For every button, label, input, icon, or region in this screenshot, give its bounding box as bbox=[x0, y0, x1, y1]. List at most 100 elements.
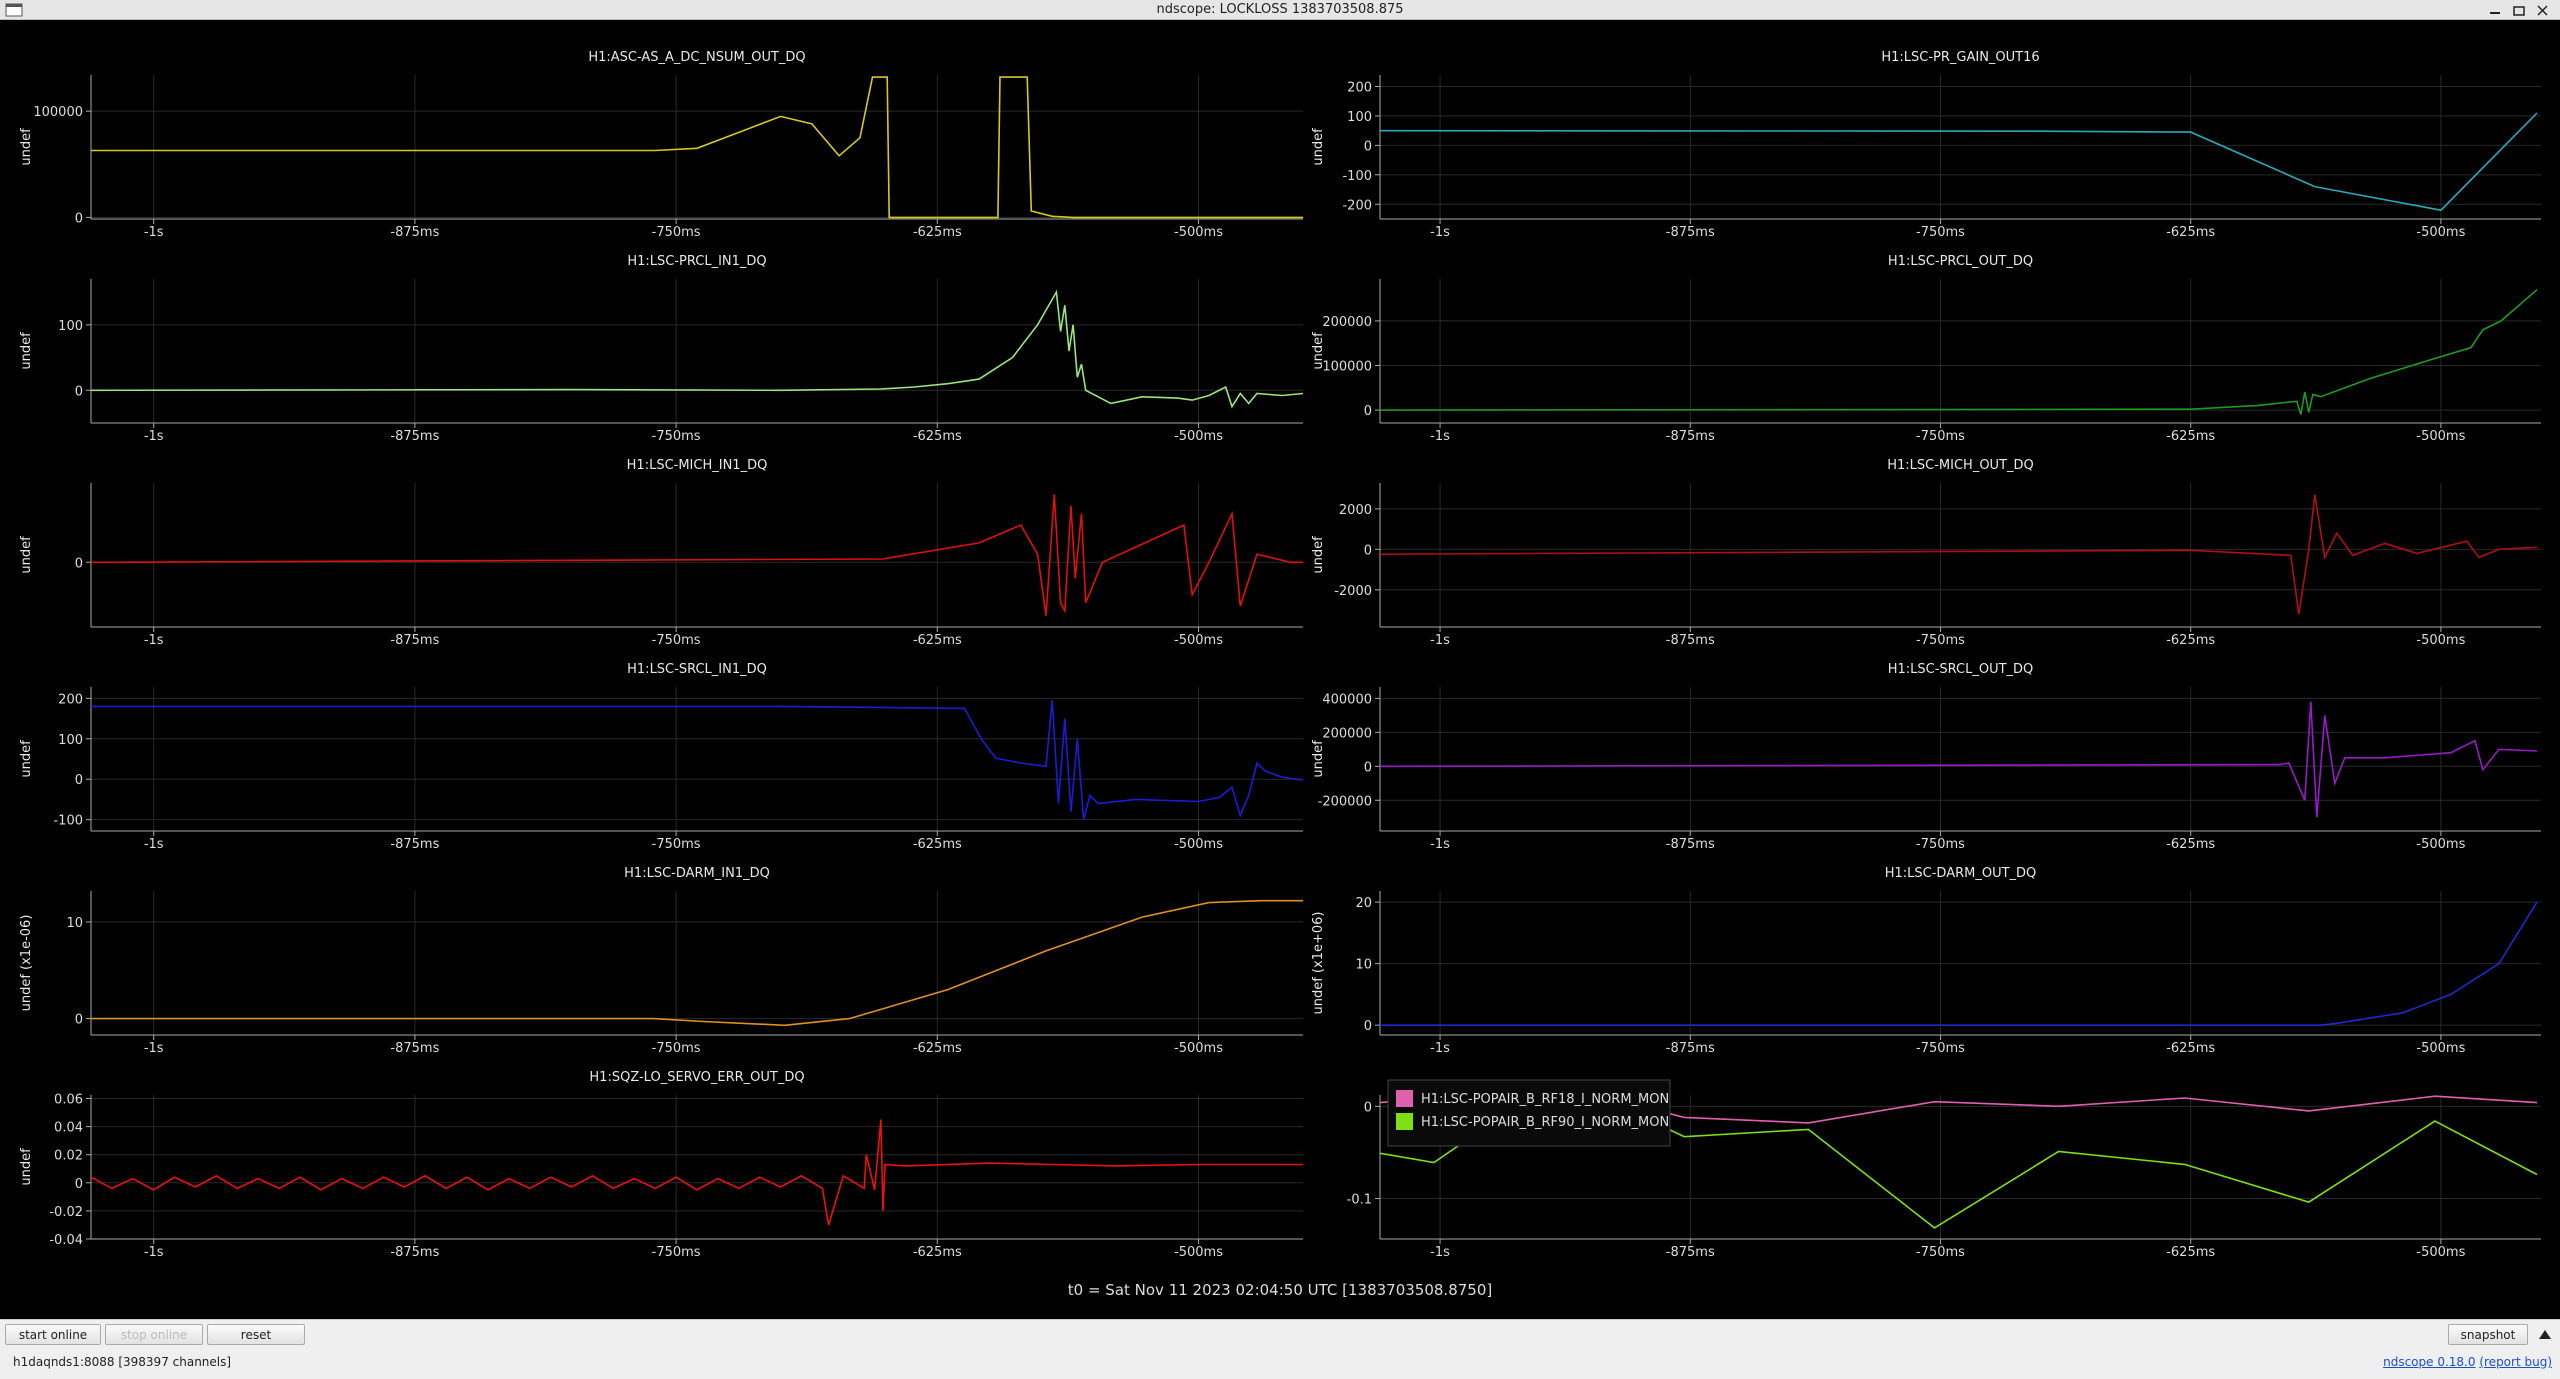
x-tick-label: -750ms bbox=[1916, 429, 1965, 444]
expand-arrow[interactable] bbox=[2538, 1328, 2552, 1340]
x-tick-label: -750ms bbox=[1916, 837, 1965, 852]
start-online-button[interactable]: start online bbox=[5, 1324, 101, 1345]
legend-label: H1:LSC-POPAIR_B_RF18_I_NORM_MON bbox=[1421, 1092, 1669, 1107]
y-tick-label: -100 bbox=[1342, 169, 1372, 184]
y-tick-label: -0.1 bbox=[1347, 1192, 1372, 1207]
y-tick-label: 0 bbox=[1364, 404, 1372, 419]
x-tick-label: -1s bbox=[144, 225, 164, 240]
plot-title: H1:LSC-DARM_IN1_DQ bbox=[624, 866, 770, 881]
x-tick-label: -875ms bbox=[1666, 633, 1715, 648]
y-tick-label: -200000 bbox=[1318, 794, 1372, 809]
plot-title: H1:LSC-MICH_IN1_DQ bbox=[627, 458, 768, 473]
x-tick-label: -875ms bbox=[390, 1041, 439, 1056]
x-tick-label: -750ms bbox=[1916, 1245, 1965, 1260]
y-tick-label: 10 bbox=[1355, 958, 1372, 973]
y-axis-label: undef bbox=[1311, 128, 1326, 166]
y-tick-label: 100 bbox=[58, 319, 83, 334]
plot-title: H1:ASC-AS_A_DC_NSUM_OUT_DQ bbox=[588, 50, 805, 65]
version-link[interactable]: ndscope 0.18.0 bbox=[2383, 1355, 2476, 1369]
x-tick-label: -1s bbox=[144, 1041, 164, 1056]
x-tick-label: -625ms bbox=[2166, 1041, 2215, 1056]
y-tick-label: -100 bbox=[53, 814, 83, 829]
plot-title: H1:LSC-SRCL_IN1_DQ bbox=[627, 662, 767, 677]
reset-button[interactable]: reset bbox=[207, 1324, 305, 1345]
y-tick-label: 200000 bbox=[1322, 315, 1372, 330]
snapshot-button[interactable]: snapshot bbox=[2448, 1324, 2528, 1345]
y-tick-label: 0 bbox=[1364, 139, 1372, 154]
x-tick-label: -500ms bbox=[2416, 429, 2465, 444]
x-tick-label: -625ms bbox=[2166, 225, 2215, 240]
x-tick-label: -750ms bbox=[652, 837, 701, 852]
series-line bbox=[1380, 701, 2538, 818]
y-tick-label: 0 bbox=[1364, 760, 1372, 775]
x-tick-label: -625ms bbox=[913, 429, 962, 444]
y-tick-label: 0 bbox=[75, 773, 83, 788]
x-tick-label: -875ms bbox=[1666, 837, 1715, 852]
y-tick-label: 200 bbox=[58, 692, 83, 707]
x-tick-label: -500ms bbox=[1174, 1041, 1223, 1056]
x-tick-label: -500ms bbox=[1174, 837, 1223, 852]
plot-title: H1:LSC-PRCL_OUT_DQ bbox=[1888, 254, 2033, 269]
series-line bbox=[91, 700, 1303, 820]
x-tick-label: -500ms bbox=[1174, 225, 1223, 240]
x-tick-label: -875ms bbox=[390, 1245, 439, 1260]
legend-label: H1:LSC-POPAIR_B_RF90_I_NORM_MON bbox=[1421, 1115, 1669, 1130]
x-tick-label: -875ms bbox=[1666, 1041, 1715, 1056]
x-tick-label: -875ms bbox=[1666, 225, 1715, 240]
x-tick-label: -625ms bbox=[2166, 429, 2215, 444]
t0-label: t0 = Sat Nov 11 2023 02:04:50 UTC [13837… bbox=[1068, 1281, 1492, 1299]
title-bar: ndscope: LOCKLOSS 1383703508.875 bbox=[0, 0, 2560, 20]
series-line bbox=[1380, 901, 2538, 1026]
y-tick-label: 0 bbox=[1364, 1019, 1372, 1034]
x-tick-label: -750ms bbox=[652, 429, 701, 444]
report-bug-link[interactable]: (report bug) bbox=[2479, 1355, 2552, 1369]
plot-title: H1:LSC-PRCL_IN1_DQ bbox=[627, 254, 766, 269]
series-line bbox=[1380, 112, 2538, 212]
y-tick-label: 0 bbox=[1364, 543, 1372, 558]
y-axis-label: undef bbox=[1311, 740, 1326, 778]
x-tick-label: -625ms bbox=[2166, 633, 2215, 648]
x-tick-label: -500ms bbox=[1174, 1245, 1223, 1260]
x-tick-label: -625ms bbox=[913, 1041, 962, 1056]
x-tick-label: -875ms bbox=[390, 837, 439, 852]
server-status: h1daqnds1:8088 [398397 channels] bbox=[13, 1355, 232, 1369]
series-line bbox=[91, 289, 1303, 409]
y-tick-label: -0.04 bbox=[49, 1233, 83, 1248]
window-title: ndscope: LOCKLOSS 1383703508.875 bbox=[1156, 2, 1404, 17]
y-tick-label: 2000 bbox=[1339, 503, 1372, 518]
plot-title: H1:SQZ-LO_SERVO_ERR_OUT_DQ bbox=[589, 1070, 804, 1085]
series-line bbox=[91, 76, 1303, 219]
y-tick-label: 20 bbox=[1355, 896, 1372, 911]
x-tick-label: -1s bbox=[1430, 633, 1450, 648]
y-axis-label: undef bbox=[19, 1148, 34, 1186]
window-controls[interactable] bbox=[2484, 1, 2554, 19]
x-tick-label: -1s bbox=[1430, 429, 1450, 444]
y-axis-label: undef bbox=[1311, 332, 1326, 370]
series-line bbox=[91, 899, 1303, 1027]
x-tick-label: -875ms bbox=[390, 225, 439, 240]
x-tick-label: -500ms bbox=[2416, 837, 2465, 852]
x-tick-label: -625ms bbox=[913, 837, 962, 852]
x-tick-label: -500ms bbox=[2416, 1245, 2465, 1260]
x-tick-label: -625ms bbox=[913, 225, 962, 240]
y-axis-label: undef bbox=[1311, 536, 1326, 574]
y-tick-label: 400000 bbox=[1322, 692, 1372, 707]
x-tick-label: -625ms bbox=[913, 1245, 962, 1260]
x-tick-label: -750ms bbox=[652, 633, 701, 648]
y-tick-label: 200 bbox=[1347, 80, 1372, 95]
x-tick-label: -875ms bbox=[1666, 1245, 1715, 1260]
y-tick-label: 0.04 bbox=[54, 1121, 83, 1136]
series-line bbox=[1380, 289, 2538, 415]
y-axis-label: undef bbox=[19, 536, 34, 574]
plot-title: H1:LSC-MICH_OUT_DQ bbox=[1887, 458, 2034, 473]
series-line bbox=[1380, 1095, 2538, 1124]
x-tick-label: -875ms bbox=[1666, 429, 1715, 444]
series-line bbox=[91, 494, 1303, 616]
